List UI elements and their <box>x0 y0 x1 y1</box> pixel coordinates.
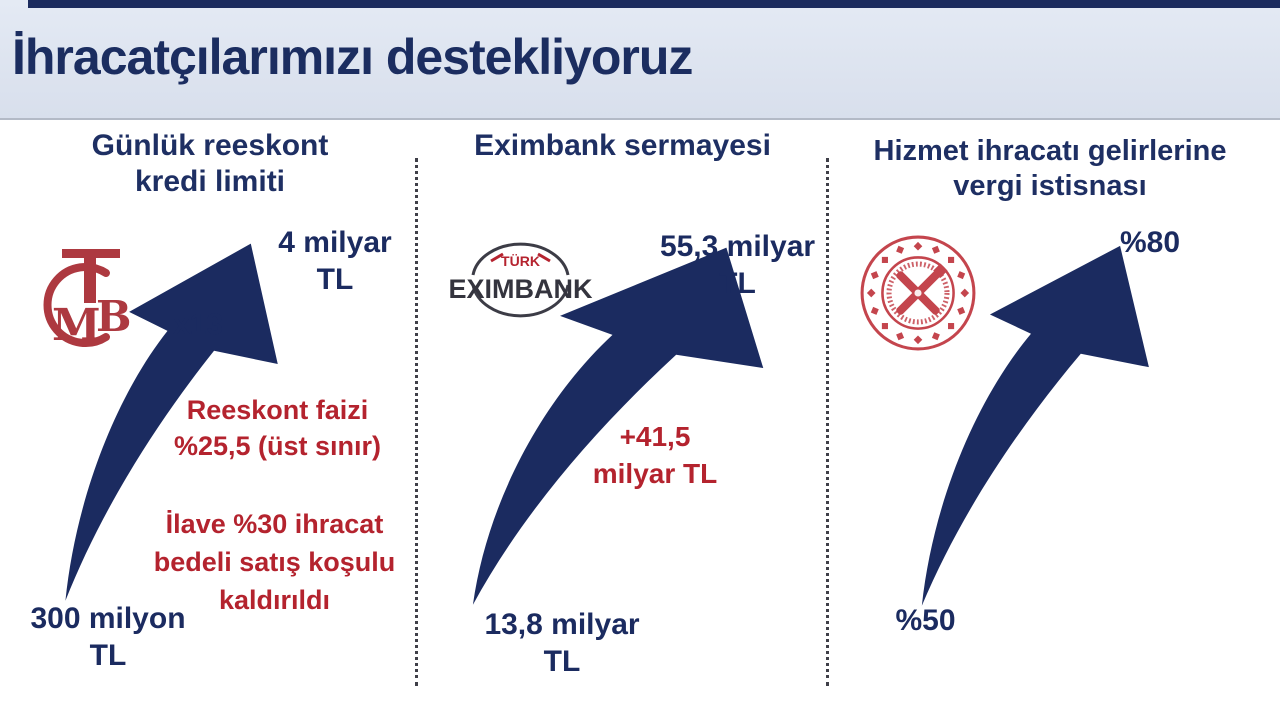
eximbank-ring-bottom <box>471 284 570 318</box>
eximbank-ring-top <box>471 242 570 276</box>
panel1-note2: İlave %30 ihracat bedeli satış koşulu ka… <box>142 505 407 619</box>
panel2-start-line2: TL <box>543 645 581 678</box>
growth-arrow-1-svg <box>65 243 278 601</box>
panel1-start-line1: 300 milyon <box>30 602 186 635</box>
eximbank-turk-text: TÜRK <box>501 253 540 269</box>
tcmb-t-stem <box>84 249 96 303</box>
panel2-start-line1: 13,8 milyar <box>484 608 640 641</box>
dotted-divider-left <box>415 158 418 686</box>
top-accent-bar <box>28 0 1280 8</box>
eximbank-logo-svg: TÜRK EXIMBANK <box>448 242 593 318</box>
eximbank-red-accent-left <box>490 252 504 263</box>
multiplier-text: x13 <box>172 308 224 341</box>
growth-arrow-2-shape <box>472 247 764 605</box>
tcmb-letter-m: M <box>52 300 101 351</box>
panel1-note2-line2: bedeli satış koşulu <box>153 547 396 577</box>
panel1-end-value: 4 milyar TL <box>265 224 405 298</box>
multiplier-label: x13 <box>163 308 233 342</box>
panel2-start-value: 13,8 milyar TL <box>472 606 652 680</box>
seal-text-ring <box>886 261 950 325</box>
growth-arrow-3-shape <box>921 245 1149 606</box>
panel2-end-line1: 55,3 milyar <box>659 230 816 263</box>
growth-arrow-3-svg <box>921 245 1149 606</box>
panel1-note1-line1: Reeskont faizi <box>186 395 369 425</box>
panel1-title-line1: Günlük reeskont <box>91 129 329 162</box>
panel2-end-line2: TL <box>719 267 756 300</box>
growth-arrow-3 <box>900 220 1162 608</box>
panel2-note1-line1: +41,5 <box>619 421 691 452</box>
panel3-end-value: %80 <box>1100 224 1200 261</box>
header-band: İhracatçılarımızı destekliyoruz <box>0 0 1280 120</box>
panel2-note1-line2: milyar TL <box>592 458 718 489</box>
panel3-title-line1: Hizmet ihracatı gelirlerine <box>873 135 1227 167</box>
panel3-title: Hizmet ihracatı gelirlerine vergi istisn… <box>850 134 1250 204</box>
panel1-start-value: 300 milyon TL <box>18 600 198 674</box>
ministry-seal-svg <box>860 235 976 351</box>
eximbank-main-text: EXIMBANK <box>448 274 593 304</box>
dotted-divider-right <box>826 158 829 686</box>
panel1-title-line2: kredi limiti <box>134 165 286 198</box>
panel1-note2-line3: kaldırıldı <box>218 585 331 615</box>
seal-outer-circle <box>860 235 976 351</box>
panel3-start-line1: %50 <box>895 604 956 637</box>
growth-arrow-2 <box>445 222 780 607</box>
eximbank-red-accent-right <box>537 252 551 263</box>
growth-arrow-1 <box>45 218 290 603</box>
panel3-title-line2: vergi istisnası <box>953 170 1147 202</box>
panel1-start-line2: TL <box>89 639 127 672</box>
panel2-title: Eximbank sermayesi <box>450 128 795 164</box>
panel1-note1-line2: %25,5 (üst sınır) <box>173 431 382 461</box>
panel1-note1: Reeskont faizi %25,5 (üst sınır) <box>150 392 405 464</box>
panel1-end-line1: 4 milyar <box>278 226 392 259</box>
growth-arrow-2-svg <box>472 247 764 605</box>
growth-arrow-1-shape <box>65 243 278 601</box>
panel3-end-line1: %80 <box>1119 226 1181 259</box>
panel1-title: Günlük reeskont kredi limiti <box>40 128 380 200</box>
panel3-start-value: %50 <box>878 602 973 639</box>
tcmb-logo-icon: M B <box>28 245 148 355</box>
eximbank-logo-icon: TÜRK EXIMBANK <box>443 235 598 325</box>
panel1-end-line2: TL <box>316 263 354 296</box>
panel2-note1: +41,5 milyar TL <box>565 418 745 492</box>
panel2-title-line1: Eximbank sermayesi <box>474 129 771 162</box>
tcmb-logo-svg: M B <box>43 249 132 351</box>
ministry-seal-icon <box>857 232 979 354</box>
panel1-note2-line1: İlave %30 ihracat <box>165 509 384 539</box>
tcmb-letter-b: B <box>96 292 132 341</box>
tcmb-c-ring <box>43 263 110 347</box>
seal-crossed-tools <box>896 263 948 315</box>
panel2-end-value: 55,3 milyar TL <box>645 228 830 302</box>
slide-title: İhracatçılarımızı destekliyoruz <box>12 29 693 85</box>
seal-inner-circle <box>881 256 955 330</box>
